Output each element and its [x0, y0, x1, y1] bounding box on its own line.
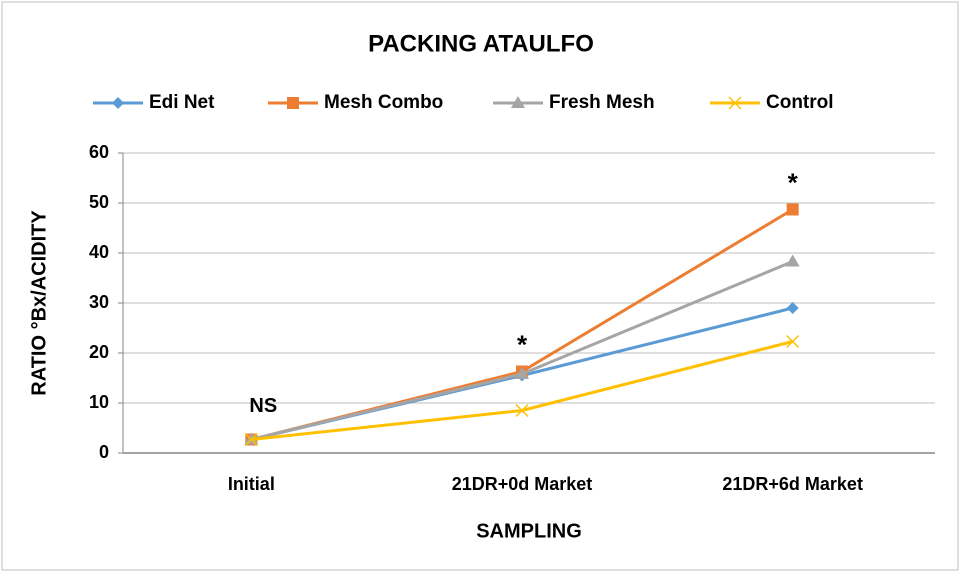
y-tick-label: 50	[89, 192, 109, 212]
marker	[785, 254, 800, 267]
legend-label: Edi Net	[149, 92, 215, 113]
y-tick-label: 20	[89, 342, 109, 362]
y-tick-label: 30	[89, 292, 109, 312]
marker	[511, 96, 525, 108]
marker	[786, 203, 799, 216]
x-tick-label: 21DR+6d Market	[722, 474, 863, 494]
legend-label: Mesh Combo	[324, 92, 443, 113]
chart-title: PACKING ATAULFO	[368, 30, 594, 57]
annotation: *	[517, 329, 528, 359]
x-tick-label: Initial	[228, 474, 275, 494]
marker	[515, 403, 529, 418]
annotation: *	[788, 167, 799, 197]
marker	[287, 97, 299, 109]
marker	[786, 334, 800, 349]
marker	[244, 432, 258, 447]
legend-label: Fresh Mesh	[549, 92, 655, 113]
annotation: NS	[249, 395, 277, 417]
marker	[515, 367, 529, 379]
marker	[112, 97, 124, 109]
y-tick-label: 40	[89, 242, 109, 262]
legend-label: Control	[766, 92, 834, 113]
marker	[786, 302, 799, 314]
x-tick-label: 21DR+0d Market	[452, 474, 593, 494]
x-axis-label: SAMPLING	[476, 520, 582, 542]
y-tick-label: 60	[89, 142, 109, 162]
marker	[728, 96, 742, 110]
y-axis-label: RATIO °Bx/ACIDITY	[28, 210, 50, 396]
y-tick-label: 10	[89, 392, 109, 412]
y-tick-label: 0	[99, 442, 109, 462]
